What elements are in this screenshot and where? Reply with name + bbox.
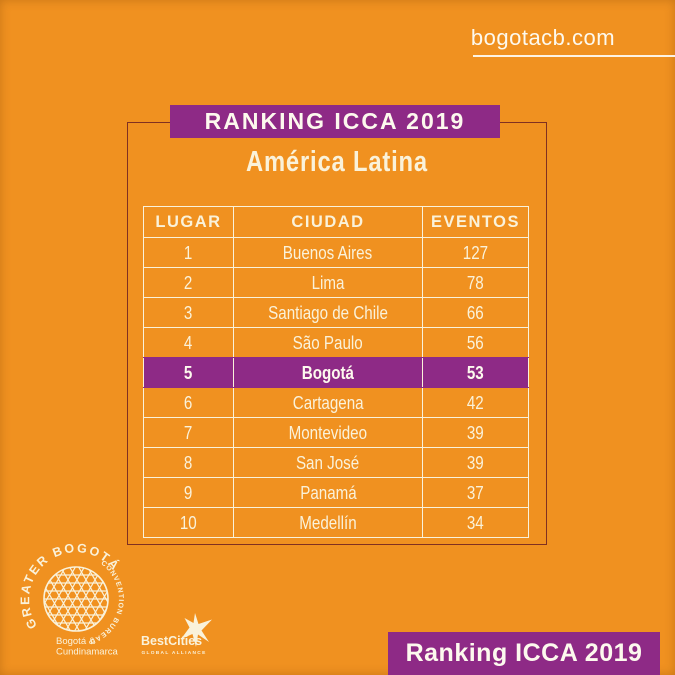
table-cell: 56 (422, 327, 529, 358)
logo-arc-primary-text: GREATER BOGOTÁ (18, 541, 121, 631)
table-cell: 4 (143, 327, 234, 358)
table-cell: 42 (422, 387, 529, 418)
table-cell: 1 (143, 237, 234, 268)
column-header-eventos: EVENTOS (422, 206, 529, 238)
subtitle-text: América Latina (246, 146, 428, 178)
table-cell: Bogotá (233, 357, 423, 388)
table-cell: 78 (422, 267, 529, 298)
table-row: 2 Lima 78 (143, 267, 529, 298)
table-cell: 6 (143, 387, 234, 418)
ranking-table-body: 1 Buenos Aires 127 2 Lima 78 3 Santiago de Chil… (143, 237, 529, 538)
greater-bogota-logo: GREATER BOGOTÁ CONVENTION BUREAU Bogotá … (18, 541, 123, 658)
footer-banner-text: Ranking ICCA 2019 (405, 639, 643, 667)
title-banner: RANKING ICCA 2019 (170, 105, 500, 138)
star-icon (181, 613, 212, 647)
table-row: 4 São Paulo 56 (143, 327, 529, 358)
table-row: 7 Montevideo 39 (143, 417, 529, 448)
table-header-row: LUGAR CIUDAD EVENTOS (143, 206, 529, 238)
table-cell: 2 (143, 267, 234, 298)
bestcities-tagline: GLOBAL ALLIANCE (142, 650, 207, 656)
table-cell: 66 (422, 297, 529, 328)
table-cell: Santiago de Chile (233, 297, 423, 328)
table-cell: 39 (422, 447, 529, 478)
table-cell: 127 (422, 237, 529, 268)
table-cell: San José (233, 447, 423, 478)
column-header-ciudad: CIUDAD (233, 206, 423, 238)
subtitle: América Latina (127, 146, 547, 179)
table-cell: São Paulo (233, 327, 423, 358)
table-cell: 8 (143, 447, 234, 478)
table-cell: 37 (422, 477, 529, 508)
table-row: 1 Buenos Aires 127 (143, 237, 529, 268)
table-cell: 5 (143, 357, 234, 388)
table-cell: Medellín (233, 507, 423, 538)
title-banner-text: RANKING ICCA 2019 (204, 108, 466, 134)
table-cell: 39 (422, 417, 529, 448)
header-rule (473, 55, 675, 57)
table-cell: 10 (143, 507, 234, 538)
table-cell: 53 (422, 357, 529, 388)
table-cell: 7 (143, 417, 234, 448)
svg-text:GREATER BOGOTÁ: GREATER BOGOTÁ (18, 541, 123, 631)
ranking-table: LUGAR CIUDAD EVENTOS 1 Buenos Aires 127 2 Li… (143, 206, 529, 538)
table-row: 8 San José 39 (143, 447, 529, 478)
column-header-lugar: LUGAR (143, 206, 234, 238)
bestcities-name: BestCities (141, 634, 202, 648)
table-row: 10 Medellín 34 (143, 507, 529, 538)
table-cell: 3 (143, 297, 234, 328)
table-row: 6 Cartagena 42 (143, 387, 529, 418)
table-cell: Lima (233, 267, 423, 298)
table-cell: 34 (422, 507, 529, 538)
logo-caption-line2: Cundinamarca (56, 647, 118, 658)
table-cell: 9 (143, 477, 234, 508)
footer-banner: Ranking ICCA 2019 (388, 632, 660, 675)
table-cell: Montevideo (233, 417, 423, 448)
geodesic-mesh-icon (44, 567, 108, 631)
table-row: 3 Santiago de Chile 66 (143, 297, 529, 328)
table-cell: Cartagena (233, 387, 423, 418)
table-cell: Panamá (233, 477, 423, 508)
logo-caption-line1: Bogotá & (56, 636, 96, 647)
table-row: 9 Panamá 37 (143, 477, 529, 508)
website-link[interactable]: bogotacb.com (470, 25, 616, 50)
table-cell: Buenos Aires (233, 237, 423, 268)
sphere-outline-icon (43, 566, 109, 632)
bestcities-logo: BestCities GLOBAL ALLIANCE (141, 613, 212, 656)
table-row: 5 Bogotá 53 (143, 357, 529, 388)
